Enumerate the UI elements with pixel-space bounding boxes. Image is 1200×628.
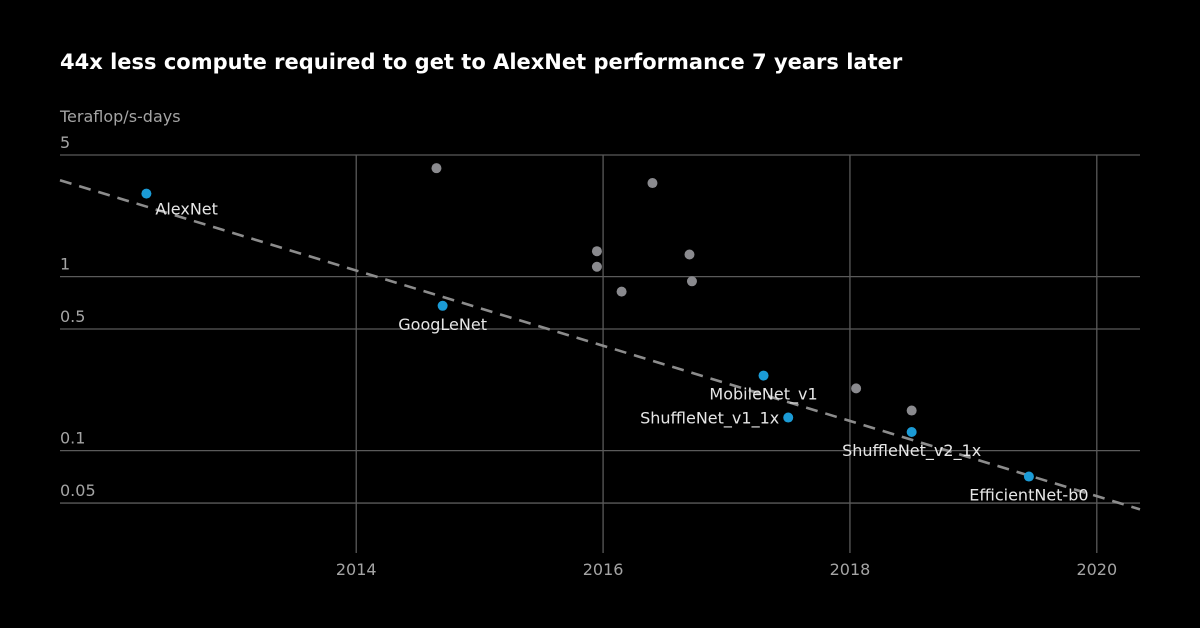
- point-label: ShuffleNet_v1_1x: [640, 409, 779, 429]
- y-tick-label: 5: [60, 133, 70, 152]
- x-tick-label: 2016: [583, 560, 624, 579]
- model-point: [437, 300, 448, 311]
- y-tick-label: 0.5: [60, 307, 85, 326]
- model-point: [1023, 471, 1034, 482]
- other-point: [616, 286, 627, 297]
- x-tick-label: 2020: [1076, 560, 1117, 579]
- model-point: [906, 427, 917, 438]
- point-label: MobileNet_v1: [709, 385, 817, 405]
- point-label: EfficientNet-b0: [969, 486, 1088, 505]
- other-point: [431, 163, 442, 174]
- model-point: [141, 188, 152, 199]
- y-axis-label: Teraflop/s-days: [59, 107, 181, 126]
- other-point: [647, 178, 658, 189]
- other-point: [591, 246, 602, 257]
- point-label: GoogLeNet: [398, 315, 487, 334]
- model-point: [783, 412, 794, 423]
- chart-title: 44x less compute required to get to Alex…: [60, 50, 903, 74]
- x-tick-label: 2014: [336, 560, 377, 579]
- other-point: [591, 261, 602, 272]
- other-point: [906, 405, 917, 416]
- other-point: [684, 249, 695, 260]
- point-label: ShuffleNet_v2_1x: [842, 441, 981, 461]
- y-tick-label: 0.1: [60, 429, 85, 448]
- model-point: [758, 370, 769, 381]
- y-tick-label: 1: [60, 255, 70, 274]
- trend-line: [59, 179, 1141, 511]
- other-point: [851, 383, 862, 394]
- y-tick-label: 0.05: [60, 481, 96, 500]
- other-point: [686, 276, 697, 287]
- point-label: AlexNet: [155, 200, 218, 219]
- x-tick-label: 2018: [830, 560, 871, 579]
